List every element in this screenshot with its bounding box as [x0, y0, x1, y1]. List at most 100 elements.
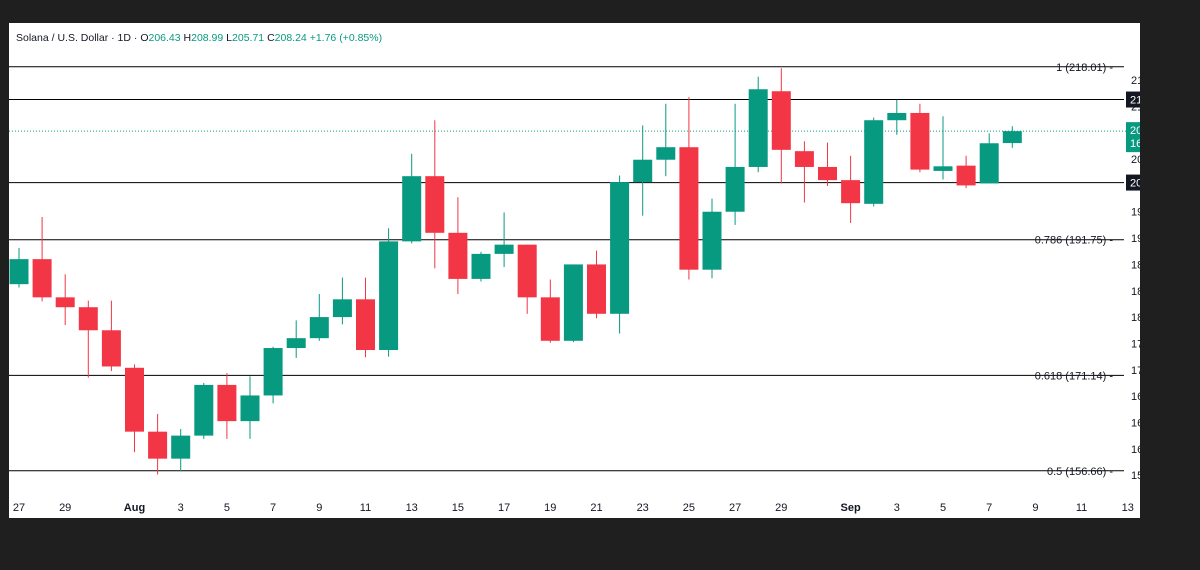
x-tick-label: 21 — [590, 502, 602, 514]
level-label: 0.786 (191.75) - — [1035, 235, 1114, 247]
candle-body — [240, 395, 260, 422]
candle-up — [402, 153, 422, 244]
candle-up — [979, 133, 999, 184]
candle-body — [656, 147, 676, 160]
x-tick-label: 27 — [729, 502, 741, 514]
x-tick-label: 17 — [498, 502, 510, 514]
candle-up — [171, 429, 191, 472]
candle-body — [563, 264, 583, 341]
y-tick-label: 188.00 — [1131, 259, 1140, 271]
candle-up — [864, 117, 884, 207]
candle-body — [194, 384, 214, 436]
candle-down — [517, 244, 537, 314]
candle-down — [32, 217, 52, 302]
x-tick-label: 19 — [544, 502, 556, 514]
candle-down — [448, 197, 468, 295]
candle-up — [1002, 126, 1022, 148]
candle-body — [356, 299, 375, 351]
level-label: 0.5 (156.66) - — [1047, 466, 1113, 478]
x-tick-label: 9 — [316, 502, 322, 514]
y-tick-label: 180.00 — [1131, 312, 1140, 324]
candle-body — [725, 166, 745, 212]
candle-body — [171, 435, 191, 459]
candlestick-chart: Solana / U.S. Dollar · 1D · O206.43 H208… — [9, 32, 1140, 514]
candle-down — [148, 413, 168, 475]
candle-down — [679, 97, 699, 280]
candle-down — [956, 155, 976, 189]
candle-down — [125, 364, 144, 453]
close-label: C — [267, 32, 275, 44]
x-tick-label: 9 — [1032, 502, 1038, 514]
candle-up — [240, 376, 260, 439]
chart-panel: Solana / U.S. Dollar · 1D · O206.43 H208… — [9, 23, 1140, 518]
price-tags: 213.04 200.43 208.2416:11:12 — [1126, 91, 1140, 191]
level-label: 0.618 (171.14) - — [1035, 370, 1114, 382]
chart-header: Solana / U.S. Dollar · 1D · O206.43 H208… — [16, 32, 382, 44]
y-tick-label: 216.00 — [1131, 75, 1140, 87]
candle-body — [771, 91, 791, 150]
candle-up — [309, 294, 329, 341]
candle-body — [933, 166, 953, 171]
candle-up — [332, 277, 352, 325]
y-tick-label: 164.00 — [1131, 417, 1140, 429]
candle-body — [818, 166, 837, 181]
level-tag-text: 200.43 — [1130, 178, 1140, 190]
candle-down — [425, 120, 445, 269]
close-value: 208.24 — [275, 32, 307, 44]
x-tick-label: 23 — [637, 502, 649, 514]
fib-levels: 1 (218.01) - 0.786 (191.75) - 0.618 (171.1… — [9, 62, 1126, 478]
candle-down — [78, 300, 98, 378]
x-tick-label: Sep — [841, 502, 861, 514]
candle-up — [286, 320, 306, 358]
price-tag — [1126, 122, 1140, 153]
open-label: O — [140, 32, 148, 44]
candle-body — [32, 259, 52, 298]
change-value: +1.76 (+0.85%) — [310, 32, 382, 44]
candle-body — [425, 176, 445, 233]
candle-up — [725, 103, 745, 225]
candle-down — [55, 274, 75, 325]
candle-up — [656, 103, 676, 177]
candle-up — [471, 251, 491, 282]
candle-body — [55, 297, 75, 308]
y-tick-label: 168.00 — [1131, 391, 1140, 403]
candle-body — [332, 299, 352, 318]
candle-body — [9, 259, 29, 285]
candle-body — [841, 180, 861, 204]
candle-down — [540, 279, 560, 343]
candle-down — [841, 155, 861, 223]
x-tick-label: 7 — [270, 502, 276, 514]
low-value: 205.71 — [232, 32, 264, 44]
candle-body — [679, 147, 699, 270]
level-label: 1 (218.01) - — [1056, 62, 1113, 74]
candle-body — [379, 241, 399, 351]
candle-body — [101, 330, 121, 367]
y-tick-label: 172.00 — [1131, 365, 1140, 377]
candle-body — [794, 151, 814, 167]
candle-body — [1002, 131, 1022, 144]
axes: 156.00 160.00 164.00 168.00 172.00 176.00 180.… — [13, 75, 1140, 514]
candle-up — [610, 175, 630, 334]
candle-up — [379, 228, 399, 357]
low-label: L — [226, 32, 232, 44]
candle-body — [587, 264, 606, 314]
high-value: 208.99 — [191, 32, 223, 44]
y-tick-label: 204.00 — [1131, 154, 1140, 166]
candle-up — [633, 125, 653, 216]
candle-body — [887, 112, 907, 121]
candle-up — [887, 99, 907, 135]
price-tag-countdown: 16:11:12 — [1130, 138, 1140, 150]
candle-body — [471, 253, 491, 279]
candles — [9, 68, 1022, 475]
candle-up — [263, 346, 283, 404]
candle-body — [78, 307, 98, 331]
candle-down — [771, 68, 791, 184]
x-tick-label: 27 — [13, 502, 25, 514]
candle-up — [748, 76, 768, 173]
open-value: 206.43 — [148, 32, 180, 44]
candle-up — [194, 382, 214, 439]
x-tick-label: Aug — [124, 502, 145, 514]
candle-body — [633, 159, 653, 183]
x-tick-label: 5 — [940, 502, 946, 514]
candle-body — [517, 244, 537, 298]
